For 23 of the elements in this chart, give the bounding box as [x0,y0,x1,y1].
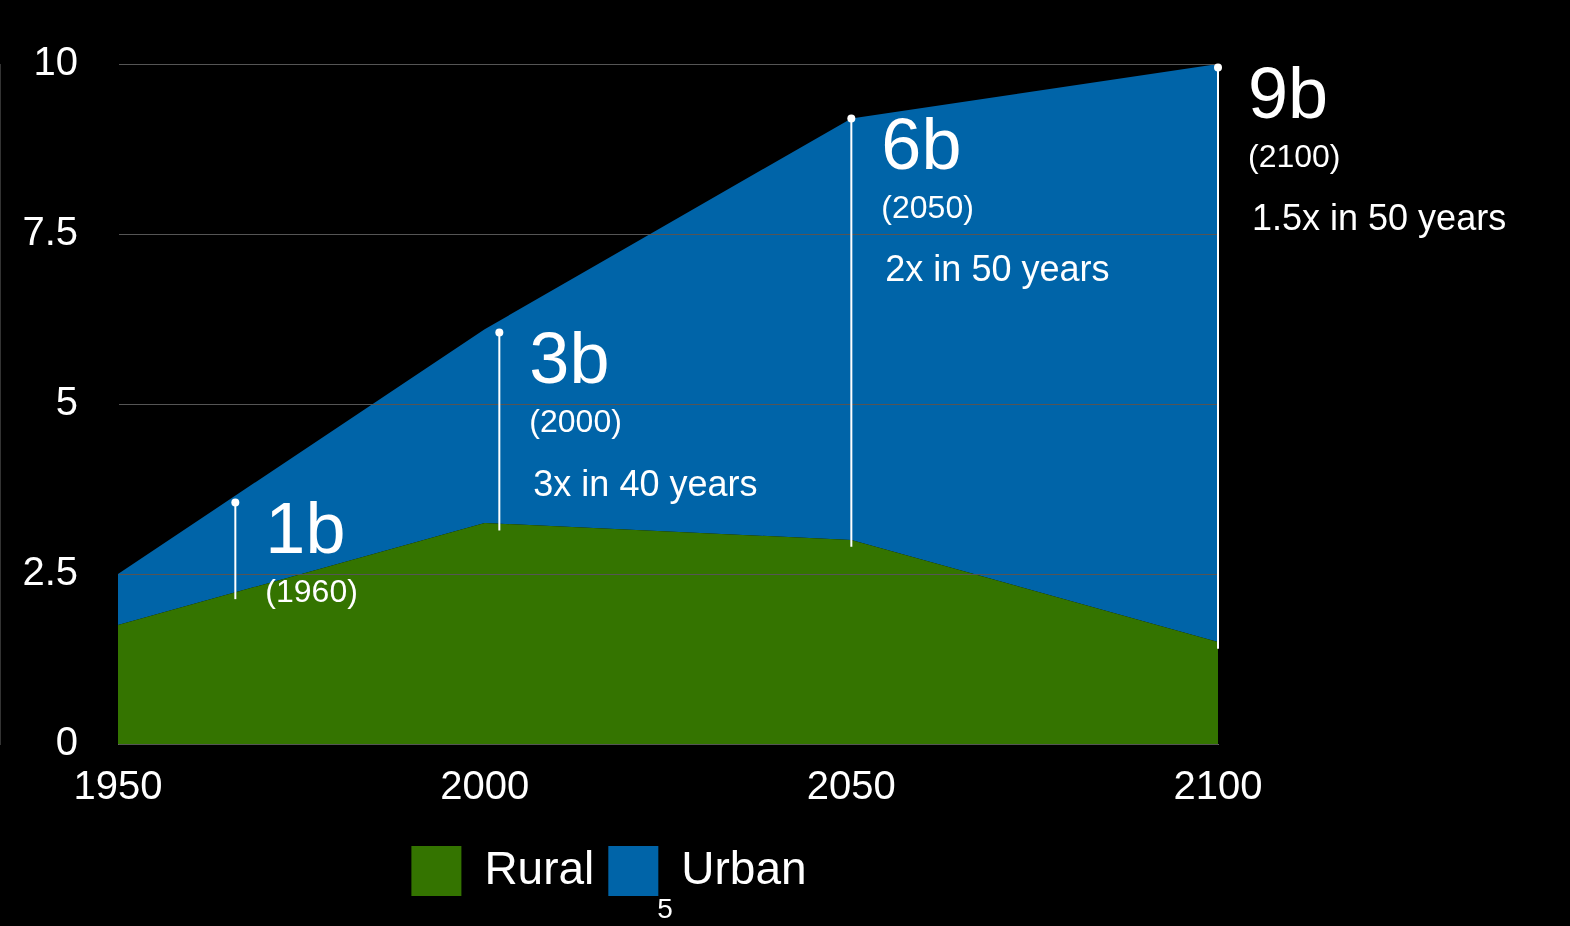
y-tick-label: 5 [55,379,78,424]
annotation: 9b [1248,53,1329,134]
legend-label: Rural [484,841,595,894]
y-tick-label: 2.5 [22,549,78,594]
x-tick-label: 2100 [1173,763,1263,808]
annotation: (1960) [265,573,358,610]
legend-label: Urban [681,841,807,894]
text: 1.5x in 50 years [1252,197,1507,239]
x-tick-label: 1950 [73,763,163,808]
annotation: 6b [881,104,962,185]
annotation: 2x in 50 years [885,248,1110,290]
annotation: 3x in 40 years [533,462,758,504]
y-tick-label: 7.5 [22,209,78,254]
annotation: 3b [529,318,610,399]
text: (2100) [1248,138,1341,175]
x-tick-label: 2000 [440,763,530,808]
annotation: (2000) [529,403,622,440]
x-tick-label: 2050 [806,763,896,808]
text: 5 [657,892,673,924]
y-tick-label: 10 [33,39,78,84]
annotation: 1b [265,488,346,569]
annotation: (2050) [881,189,974,226]
y-tick-label: 0 [55,719,78,764]
